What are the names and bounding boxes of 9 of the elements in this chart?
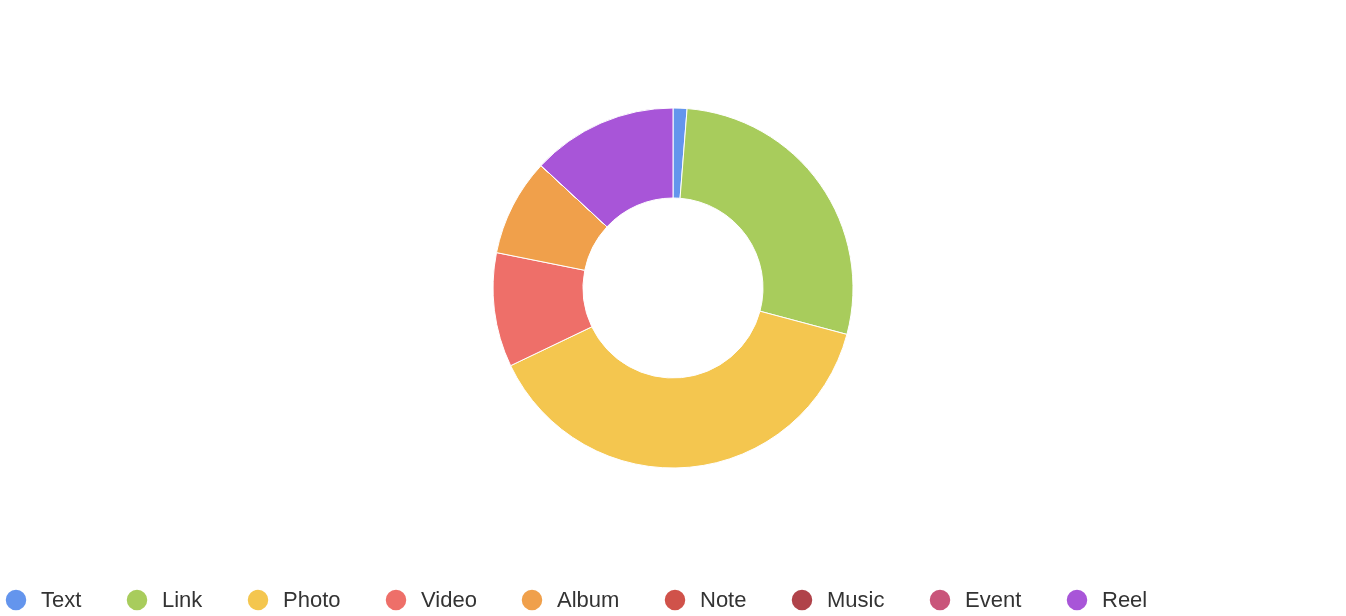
legend-label: Text: [41, 587, 82, 612]
legend-label: Album: [557, 587, 620, 612]
legend-label: Video: [421, 587, 477, 612]
legend-label: Note: [700, 587, 747, 612]
legend-label: Link: [162, 587, 204, 612]
legend-label: Photo: [283, 587, 341, 612]
legend-label: Music: [827, 587, 885, 612]
legend-label: Reel: [1102, 587, 1148, 612]
legend-label: Event: [965, 587, 1022, 612]
